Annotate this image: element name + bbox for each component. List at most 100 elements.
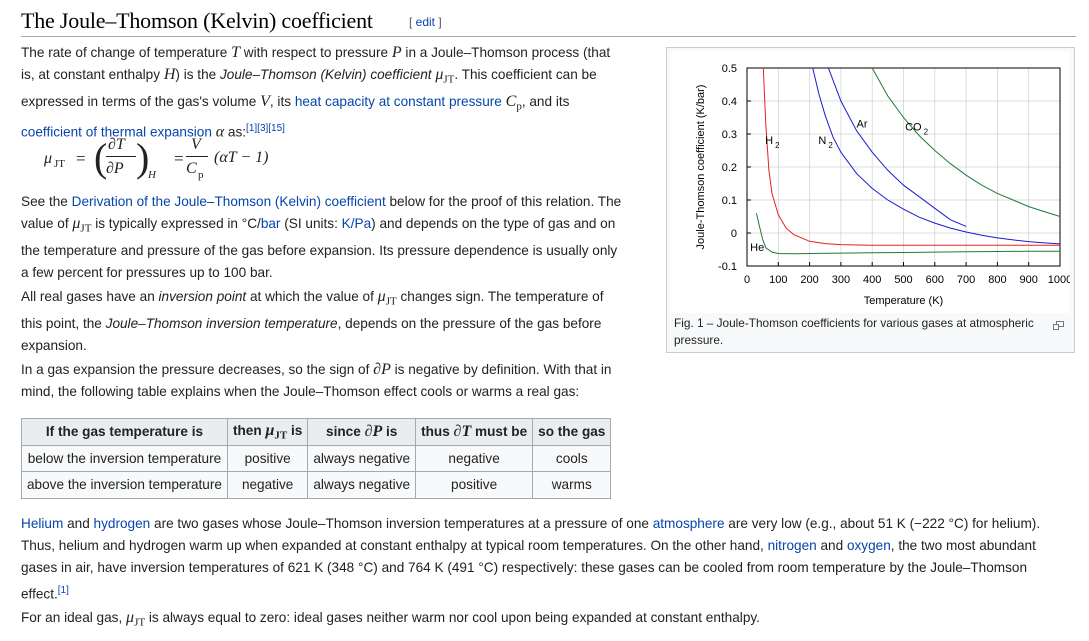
x-tick-label: 800 — [988, 274, 1006, 286]
y-tick-label: -0.1 — [718, 261, 737, 273]
link-atmosphere[interactable]: atmosphere — [652, 516, 725, 531]
text: are very low (e.g., about 51 K (−222 °C)… — [724, 516, 1041, 531]
table-cell: cools — [532, 444, 612, 472]
math-p-sub: p — [516, 100, 522, 113]
table-cell: warms — [532, 471, 612, 499]
magnify-clip-icon[interactable] — [1053, 317, 1064, 330]
formula-V: V — [191, 136, 201, 153]
text: is negative by definition. With that in — [390, 362, 612, 377]
series-label-main: He — [750, 242, 764, 254]
math-dP: ∂P — [364, 422, 383, 440]
text: gases in air, have inversion temperature… — [21, 560, 1028, 576]
y-tick-label: 0.3 — [722, 129, 737, 141]
formula-rest: (αT − 1) — [214, 149, 269, 166]
y-tick-label: 0.2 — [722, 162, 737, 174]
series-label-co2: CO 2 — [905, 122, 929, 137]
x-tick-label: 0 — [744, 274, 750, 286]
link-k-pa[interactable]: K/Pa — [341, 216, 372, 232]
formula-jt-sub: JT — [54, 158, 65, 170]
x-tick-label: 700 — [957, 274, 975, 286]
x-tick-label: 100 — [769, 274, 787, 286]
link-derivation[interactable]: Derivation of the Joule–Thomson (Kelvin)… — [71, 194, 386, 209]
math-V: V — [260, 93, 270, 111]
math-mu: μ — [377, 288, 386, 305]
text: changes sign. The temperature of — [396, 289, 604, 304]
math-jt-sub: JT — [80, 222, 92, 235]
formula-equals-2: = — [174, 149, 184, 168]
chart-area[interactable]: 0 100 200 300 400 500 600 700 800 900 1000 -0.1 0 0.1… — [670, 51, 1072, 313]
formula-equals: = — [76, 149, 86, 168]
coefficient-term: Joule–Thomson (Kelvin) coefficient — [219, 67, 432, 83]
text: with respect to pressure — [239, 45, 392, 60]
text: then — [232, 422, 266, 438]
series-label-main: H — [765, 135, 773, 147]
text: expressed in terms of the gas's volume — [21, 94, 261, 110]
formula-fraction-bar — [106, 156, 136, 157]
series-label-main: CO — [905, 122, 922, 134]
series-line-ar — [827, 68, 967, 227]
y-tick-label: 0 — [731, 228, 737, 240]
formula-paren-right: ) — [136, 135, 150, 180]
math-dT: ∂T — [453, 422, 472, 440]
y-tick-label: 0.4 — [722, 96, 737, 108]
table-cell: always negative — [307, 471, 417, 499]
x-tick-label: 300 — [832, 274, 850, 286]
formula-dP: ∂P — [106, 160, 124, 177]
formula-H-sub: H — [148, 169, 156, 181]
table-cell: negative — [226, 471, 309, 499]
link-thermal-expansion[interactable]: coefficient of thermal expansion — [21, 124, 212, 140]
header-dt: thus ∂T must be — [415, 418, 534, 446]
figure-thumbnail: 0 100 200 300 400 500 600 700 800 900 1000 -0.1 0 0.1… — [666, 47, 1075, 353]
math-jt-sub: JT — [385, 295, 397, 308]
figure-caption: Fig. 1 – Joule-Thomson coefficients for … — [674, 316, 1034, 347]
text: and — [63, 516, 94, 531]
text: , and its — [521, 94, 570, 110]
text: is always equal to zero: ideal gases nei… — [145, 610, 760, 625]
x-tick-label: 900 — [1020, 274, 1038, 286]
math-T: T — [231, 44, 240, 61]
jt-coefficient-chart: 0 100 200 300 400 500 600 700 800 900 1000 -0.1 0 0.1… — [695, 63, 1072, 307]
text: thus — [421, 423, 454, 439]
reference-links[interactable]: [1][3][15] — [246, 123, 285, 135]
text: The rate of change of temperature — [21, 45, 232, 60]
link-nitrogen[interactable]: nitrogen — [767, 538, 817, 554]
text: value of — [21, 216, 73, 232]
text: is — [287, 422, 303, 438]
link-helium[interactable]: Helium — [21, 516, 64, 531]
table-cell: above the inversion temperature — [21, 471, 228, 499]
link-oxygen[interactable]: oxygen — [846, 538, 891, 554]
header-gas-result: so the gas — [532, 418, 612, 446]
text: since — [326, 423, 365, 439]
math-mu: μ — [126, 609, 135, 626]
table-cell: below the inversion temperature — [21, 444, 228, 472]
ideal-gas-paragraph: For an ideal gas, μJT is always equal to… — [21, 607, 1076, 634]
formula-paren-left: ( — [94, 135, 108, 180]
series-line-h2 — [762, 68, 1060, 246]
x-tick-label: 400 — [863, 274, 881, 286]
magnify-glyph — [1053, 321, 1064, 330]
table-intro-paragraph: In a gas expansion the pressure decrease… — [21, 359, 661, 403]
y-tick-label: 0.1 — [722, 195, 737, 207]
x-tick-label: 600 — [926, 274, 944, 286]
text: must be — [471, 423, 528, 439]
text: ) is the — [175, 67, 220, 83]
series-line-n2 — [812, 68, 1060, 245]
table-row: above the inversion temperature negative… — [21, 471, 612, 499]
edit-link[interactable]: edit — [415, 15, 436, 29]
link-bar[interactable]: bar — [260, 216, 281, 232]
link-heat-capacity[interactable]: heat capacity at constant pressure — [294, 94, 502, 110]
jt-formula: μ JT = ( ∂T ∂P ) H = V C p (αT − 1) — [44, 136, 344, 188]
formula-C: C — [186, 160, 197, 177]
reference-link[interactable]: [1] — [57, 584, 69, 596]
x-tick-label: 200 — [800, 274, 818, 286]
link-hydrogen[interactable]: hydrogen — [93, 516, 151, 531]
series-label-main: N — [818, 135, 826, 147]
text: this point, the — [21, 315, 106, 331]
table-cell: always negative — [307, 444, 417, 472]
table-cell: positive — [415, 471, 534, 499]
units-paragraph: See the Derivation of the Joule–Thomson … — [21, 191, 661, 285]
text: , its — [269, 94, 295, 110]
text: effect. — [21, 586, 58, 602]
